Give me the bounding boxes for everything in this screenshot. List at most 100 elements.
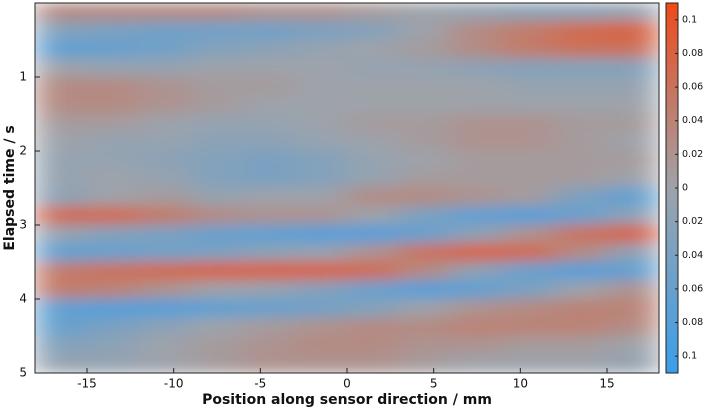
heat-cell: [398, 187, 452, 207]
x-tick-label: -10: [164, 377, 184, 391]
heat-cell: [242, 298, 296, 318]
heat-cell: [86, 335, 140, 355]
heat-cell: [294, 187, 348, 207]
heat-cell: [554, 150, 608, 170]
heat-cell: [138, 187, 192, 207]
heat-cell: [502, 224, 556, 244]
heat-cell: [554, 113, 608, 133]
heat-cell: [242, 39, 296, 59]
heat-cell: [502, 206, 556, 226]
heat-cell: [294, 76, 348, 96]
heat-cell: [450, 169, 504, 189]
heat-cell: [502, 39, 556, 59]
colorbar-tick-label: 0.06: [682, 82, 703, 93]
heat-cell: [242, 21, 296, 41]
heat-cell: [242, 354, 296, 373]
heat-cell: [554, 169, 608, 189]
heat-cell: [35, 354, 88, 373]
heat-cell: [86, 39, 140, 59]
heat-cell: [190, 95, 244, 115]
heat-cell: [294, 95, 348, 115]
heat-cell: [138, 261, 192, 281]
heat-cell: [502, 280, 556, 300]
heat-cell: [86, 187, 140, 207]
heat-cell: [346, 150, 400, 170]
heat-cell: [294, 261, 348, 281]
heat-cell: [606, 3, 659, 22]
heat-cell: [294, 39, 348, 59]
heat-cell: [138, 3, 192, 22]
heat-cell: [86, 280, 140, 300]
heat-cell: [502, 58, 556, 78]
heat-cell: [86, 150, 140, 170]
y-axis-label: Elapsed time / s: [2, 125, 18, 250]
heat-cell: [86, 206, 140, 226]
colorbar-tick-label: 0.1: [682, 14, 697, 25]
heat-cell: [35, 21, 88, 41]
heat-cell: [86, 58, 140, 78]
x-tick-label: -5: [254, 377, 266, 391]
heat-cell: [138, 335, 192, 355]
heat-cell: [554, 95, 608, 115]
heat-cell: [398, 298, 452, 318]
heat-cell: [242, 261, 296, 281]
heat-cell: [242, 132, 296, 152]
heat-cell: [138, 95, 192, 115]
heat-cell: [35, 224, 88, 244]
heat-cell: [138, 317, 192, 337]
heat-cell: [242, 224, 296, 244]
heat-cell: [294, 113, 348, 133]
heat-cell: [450, 132, 504, 152]
heat-cell: [346, 206, 400, 226]
heat-cell: [190, 261, 244, 281]
heat-cell: [86, 95, 140, 115]
heat-cell: [138, 298, 192, 318]
heat-cell: [294, 150, 348, 170]
heat-cell: [450, 280, 504, 300]
x-axis-label: Position along sensor direction / mm: [202, 392, 492, 408]
heat-cell: [554, 317, 608, 337]
heat-cell: [606, 298, 659, 318]
heat-cell: [554, 224, 608, 244]
heat-cell: [502, 317, 556, 337]
heat-cell: [554, 354, 608, 373]
heat-cell: [35, 317, 88, 337]
heat-cell: [242, 169, 296, 189]
heatmap: [35, 3, 659, 373]
heat-cell: [294, 169, 348, 189]
heat-cell: [138, 206, 192, 226]
heat-cell: [450, 39, 504, 59]
colorbar-tick-label: 0: [682, 183, 688, 194]
heat-cell: [450, 354, 504, 373]
heat-cell: [35, 206, 88, 226]
heat-cell: [606, 39, 659, 59]
heat-cell: [35, 335, 88, 355]
axes: -15 -10 -5 0 5 10 15 1 2 3 4 5: [19, 2, 660, 391]
heat-cell: [346, 243, 400, 263]
heat-cell: [346, 39, 400, 59]
heat-cell: [346, 280, 400, 300]
heat-cell: [450, 76, 504, 96]
heat-cell: [554, 280, 608, 300]
heat-cell: [138, 150, 192, 170]
heat-cell: [502, 21, 556, 41]
heat-cell: [554, 132, 608, 152]
heat-cell: [450, 261, 504, 281]
heat-cell: [294, 58, 348, 78]
heat-cell: [554, 298, 608, 318]
heat-cell: [86, 132, 140, 152]
heat-cell: [242, 317, 296, 337]
heat-cell: [190, 187, 244, 207]
heat-cell: [86, 317, 140, 337]
heat-cell: [502, 76, 556, 96]
heat-cell: [242, 3, 296, 22]
colorbar-tick-label: 0.08: [682, 317, 703, 328]
heat-cell: [502, 169, 556, 189]
heat-cell: [502, 132, 556, 152]
heat-cell: [450, 58, 504, 78]
heat-cell: [606, 58, 659, 78]
heat-cell: [398, 206, 452, 226]
heat-cell: [294, 298, 348, 318]
heat-cell: [606, 206, 659, 226]
heat-cell: [35, 113, 88, 133]
